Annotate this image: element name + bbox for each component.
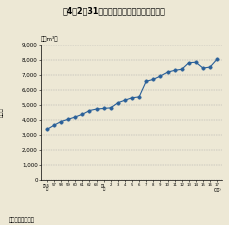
Text: 発生量: 発生量: [0, 108, 4, 117]
Text: （万m³）: （万m³）: [41, 36, 59, 42]
Text: 围4－2－31　年度別下水汚泥発生量の推移: 围4－2－31 年度別下水汚泥発生量の推移: [63, 7, 166, 16]
Text: 資料：国土交通省: 資料：国土交通省: [9, 217, 35, 223]
